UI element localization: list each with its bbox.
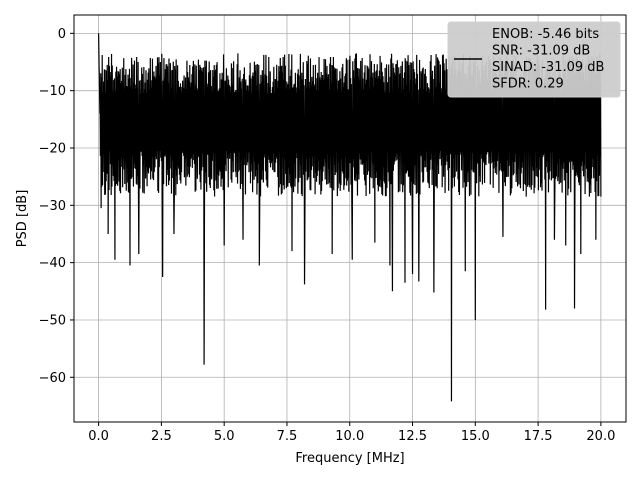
x-tick-label: 15.0 <box>461 429 490 444</box>
y-tick-label: 0 <box>58 27 66 42</box>
x-tick-label: 0.0 <box>88 429 109 444</box>
x-axis-ticks: 0.0 2.5 5.0 7.5 10.0 12.5 15.0 17.5 20.0 <box>88 422 615 444</box>
y-tick-label: −30 <box>39 199 66 214</box>
y-tick-label: −20 <box>39 141 66 156</box>
legend-box <box>447 21 621 98</box>
y-tick-label: −50 <box>39 313 66 328</box>
x-tick-label: 17.5 <box>524 429 553 444</box>
y-axis-label: PSD [dB] <box>15 190 30 248</box>
y-axis-ticks: 0 −10 −20 −30 −40 −50 −60 <box>39 27 74 386</box>
x-tick-label: 10.0 <box>335 429 364 444</box>
x-axis-label: Frequency [MHz] <box>295 451 404 466</box>
legend-enob: ENOB: -5.46 bits <box>492 27 599 42</box>
legend-snr: SNR: -31.09 dB <box>492 44 590 59</box>
y-tick-label: −40 <box>39 256 66 271</box>
x-tick-label: 2.5 <box>151 429 172 444</box>
y-tick-label: −10 <box>39 84 66 99</box>
x-tick-label: 12.5 <box>398 429 427 444</box>
x-tick-label: 5.0 <box>214 429 235 444</box>
legend: ENOB: -5.46 bits SNR: -31.09 dB SINAD: -… <box>447 21 621 98</box>
x-tick-label: 20.0 <box>586 429 615 444</box>
legend-sinad: SINAD: -31.09 dB <box>492 60 604 75</box>
legend-sfdr: SFDR: 0.29 <box>492 77 564 92</box>
x-tick-label: 7.5 <box>277 429 298 444</box>
y-tick-label: −60 <box>39 371 66 386</box>
